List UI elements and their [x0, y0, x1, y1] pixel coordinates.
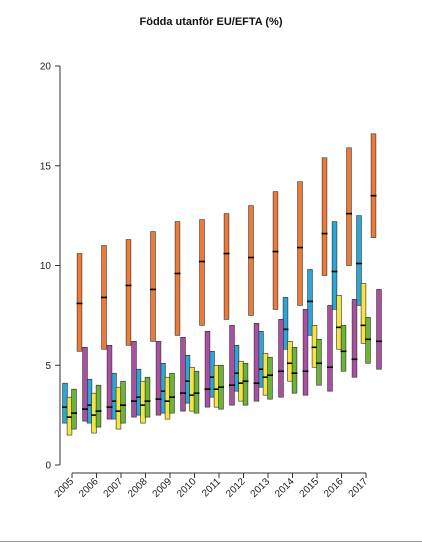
- box-0-10: [307, 269, 313, 336]
- box-0-1: [86, 378, 93, 424]
- box-3-3: [150, 231, 156, 342]
- box-4-4: [180, 337, 186, 412]
- box-1-9: [287, 341, 293, 382]
- box-1-12: [360, 283, 367, 344]
- box-1-8: [262, 352, 269, 396]
- box-3-6: [223, 213, 230, 320]
- box-3-4: [174, 221, 181, 336]
- box-0-7: [233, 344, 240, 392]
- box-0-6: [209, 350, 215, 398]
- x-tick-label: 2007: [102, 476, 126, 500]
- box-0-8: [258, 331, 264, 388]
- box-1-6: [213, 364, 220, 408]
- box-4-9: [302, 309, 309, 396]
- box-4-2: [131, 341, 137, 418]
- box-4-7: [253, 323, 260, 402]
- box-3-8: [272, 191, 279, 310]
- box-4-5: [204, 331, 211, 408]
- box-2-10: [316, 339, 322, 386]
- box-2-7: [242, 362, 249, 406]
- box-3-0: [76, 253, 83, 352]
- y-tick-label: 20: [40, 62, 52, 73]
- box-2-8: [267, 356, 273, 400]
- box-3-9: [297, 181, 303, 306]
- box-0-4: [160, 362, 166, 414]
- box-3-2: [125, 239, 132, 346]
- box-0-3: [135, 368, 142, 416]
- y-tick-label: 5: [45, 361, 51, 372]
- box-2-12: [365, 317, 371, 364]
- box-1-4: [164, 376, 171, 420]
- box-3-7: [248, 205, 254, 316]
- box-4-0: [82, 346, 88, 422]
- x-tick-label: 2015: [298, 476, 322, 500]
- box-3-5: [199, 219, 205, 326]
- box-1-11: [336, 295, 342, 350]
- y-tick-label: 10: [40, 261, 52, 272]
- x-tick-label: 2010: [175, 476, 199, 500]
- box-4-11: [351, 299, 358, 378]
- x-tick-label: 2017: [347, 476, 371, 500]
- box-3-11: [346, 147, 352, 266]
- box-4-3: [155, 341, 162, 416]
- box-2-1: [95, 384, 102, 428]
- y-tick-label: 0: [45, 461, 51, 472]
- x-tick-label: 2006: [77, 476, 101, 500]
- box-4-8: [278, 319, 284, 398]
- box-0-9: [282, 297, 289, 350]
- x-tick-label: 2008: [126, 476, 150, 500]
- box-4-12: [376, 289, 382, 370]
- box-0-2: [111, 372, 117, 420]
- box-1-0: [66, 396, 73, 436]
- x-tick-label: 2014: [273, 476, 297, 500]
- box-4-10: [327, 305, 333, 392]
- x-tick-label: 2016: [322, 476, 346, 500]
- y-tick-label: 15: [40, 161, 52, 172]
- box-0-11: [331, 221, 338, 310]
- box-1-3: [140, 380, 146, 424]
- box-2-5: [193, 370, 200, 414]
- box-1-1: [91, 392, 97, 434]
- box-2-3: [144, 376, 151, 418]
- box-3-12: [370, 133, 377, 238]
- box-1-10: [311, 325, 318, 368]
- box-3-10: [321, 157, 328, 276]
- chart-title: Födda utanför EU/EFTA (%): [139, 16, 283, 28]
- x-tick-label: 2012: [224, 476, 248, 500]
- box-2-9: [291, 346, 298, 394]
- x-tick-label: 2013: [249, 476, 273, 500]
- bottom-divider: [0, 541, 422, 542]
- x-tick-label: 2011: [200, 476, 223, 499]
- box-2-11: [340, 325, 347, 372]
- box-2-2: [120, 380, 126, 424]
- box-2-4: [169, 372, 175, 414]
- x-tick-label: 2005: [53, 476, 77, 500]
- box-1-2: [115, 386, 122, 430]
- box-2-0: [71, 388, 77, 430]
- box-4-6: [229, 325, 235, 406]
- box-4-1: [106, 344, 113, 420]
- box-0-12: [356, 215, 362, 306]
- x-tick-label: 2009: [151, 476, 175, 500]
- box-1-5: [189, 366, 195, 412]
